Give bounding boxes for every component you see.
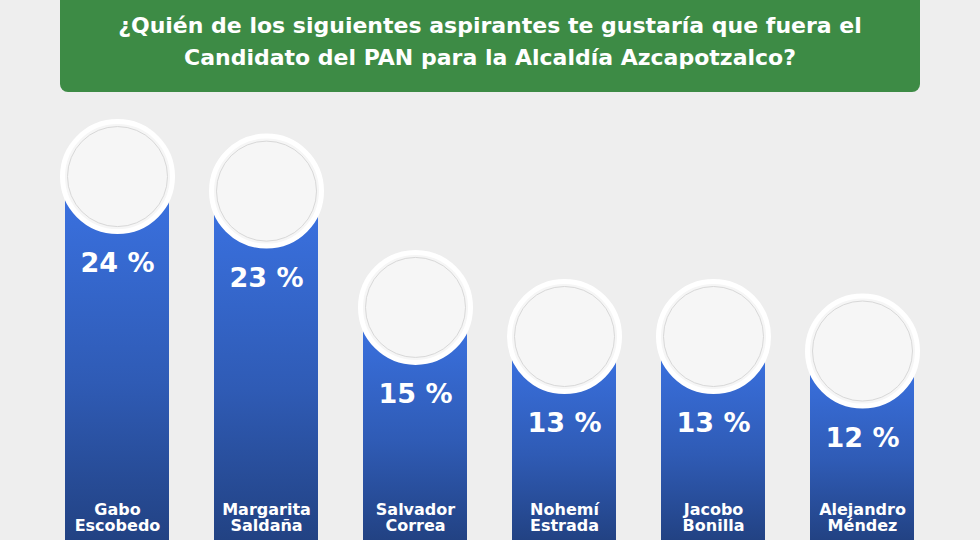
- svg-text:AlejandroMéndez: AlejandroMéndez: [819, 500, 906, 535]
- svg-text:15 %: 15 %: [378, 378, 452, 409]
- svg-text:SalvadorCorrea: SalvadorCorrea: [376, 500, 455, 535]
- svg-text:GaboEscobedo: GaboEscobedo: [75, 500, 161, 535]
- svg-text:23 %: 23 %: [229, 262, 303, 293]
- svg-text:13 %: 13 %: [676, 407, 750, 438]
- svg-text:JacoboBonilla: JacoboBonilla: [683, 500, 745, 535]
- html-text:¿Quién de los siguientes aspir: ¿Quién de los siguientes aspirantes te g…: [118, 13, 862, 70]
- svg-text:12 %: 12 %: [825, 422, 899, 453]
- svg-text:24 %: 24 %: [80, 247, 154, 278]
- svg-text:13 %: 13 %: [527, 407, 601, 438]
- svg-text:NohemíEstrada: NohemíEstrada: [530, 500, 600, 535]
- svg-text:MargaritaSaldaña: MargaritaSaldaña: [222, 500, 311, 535]
